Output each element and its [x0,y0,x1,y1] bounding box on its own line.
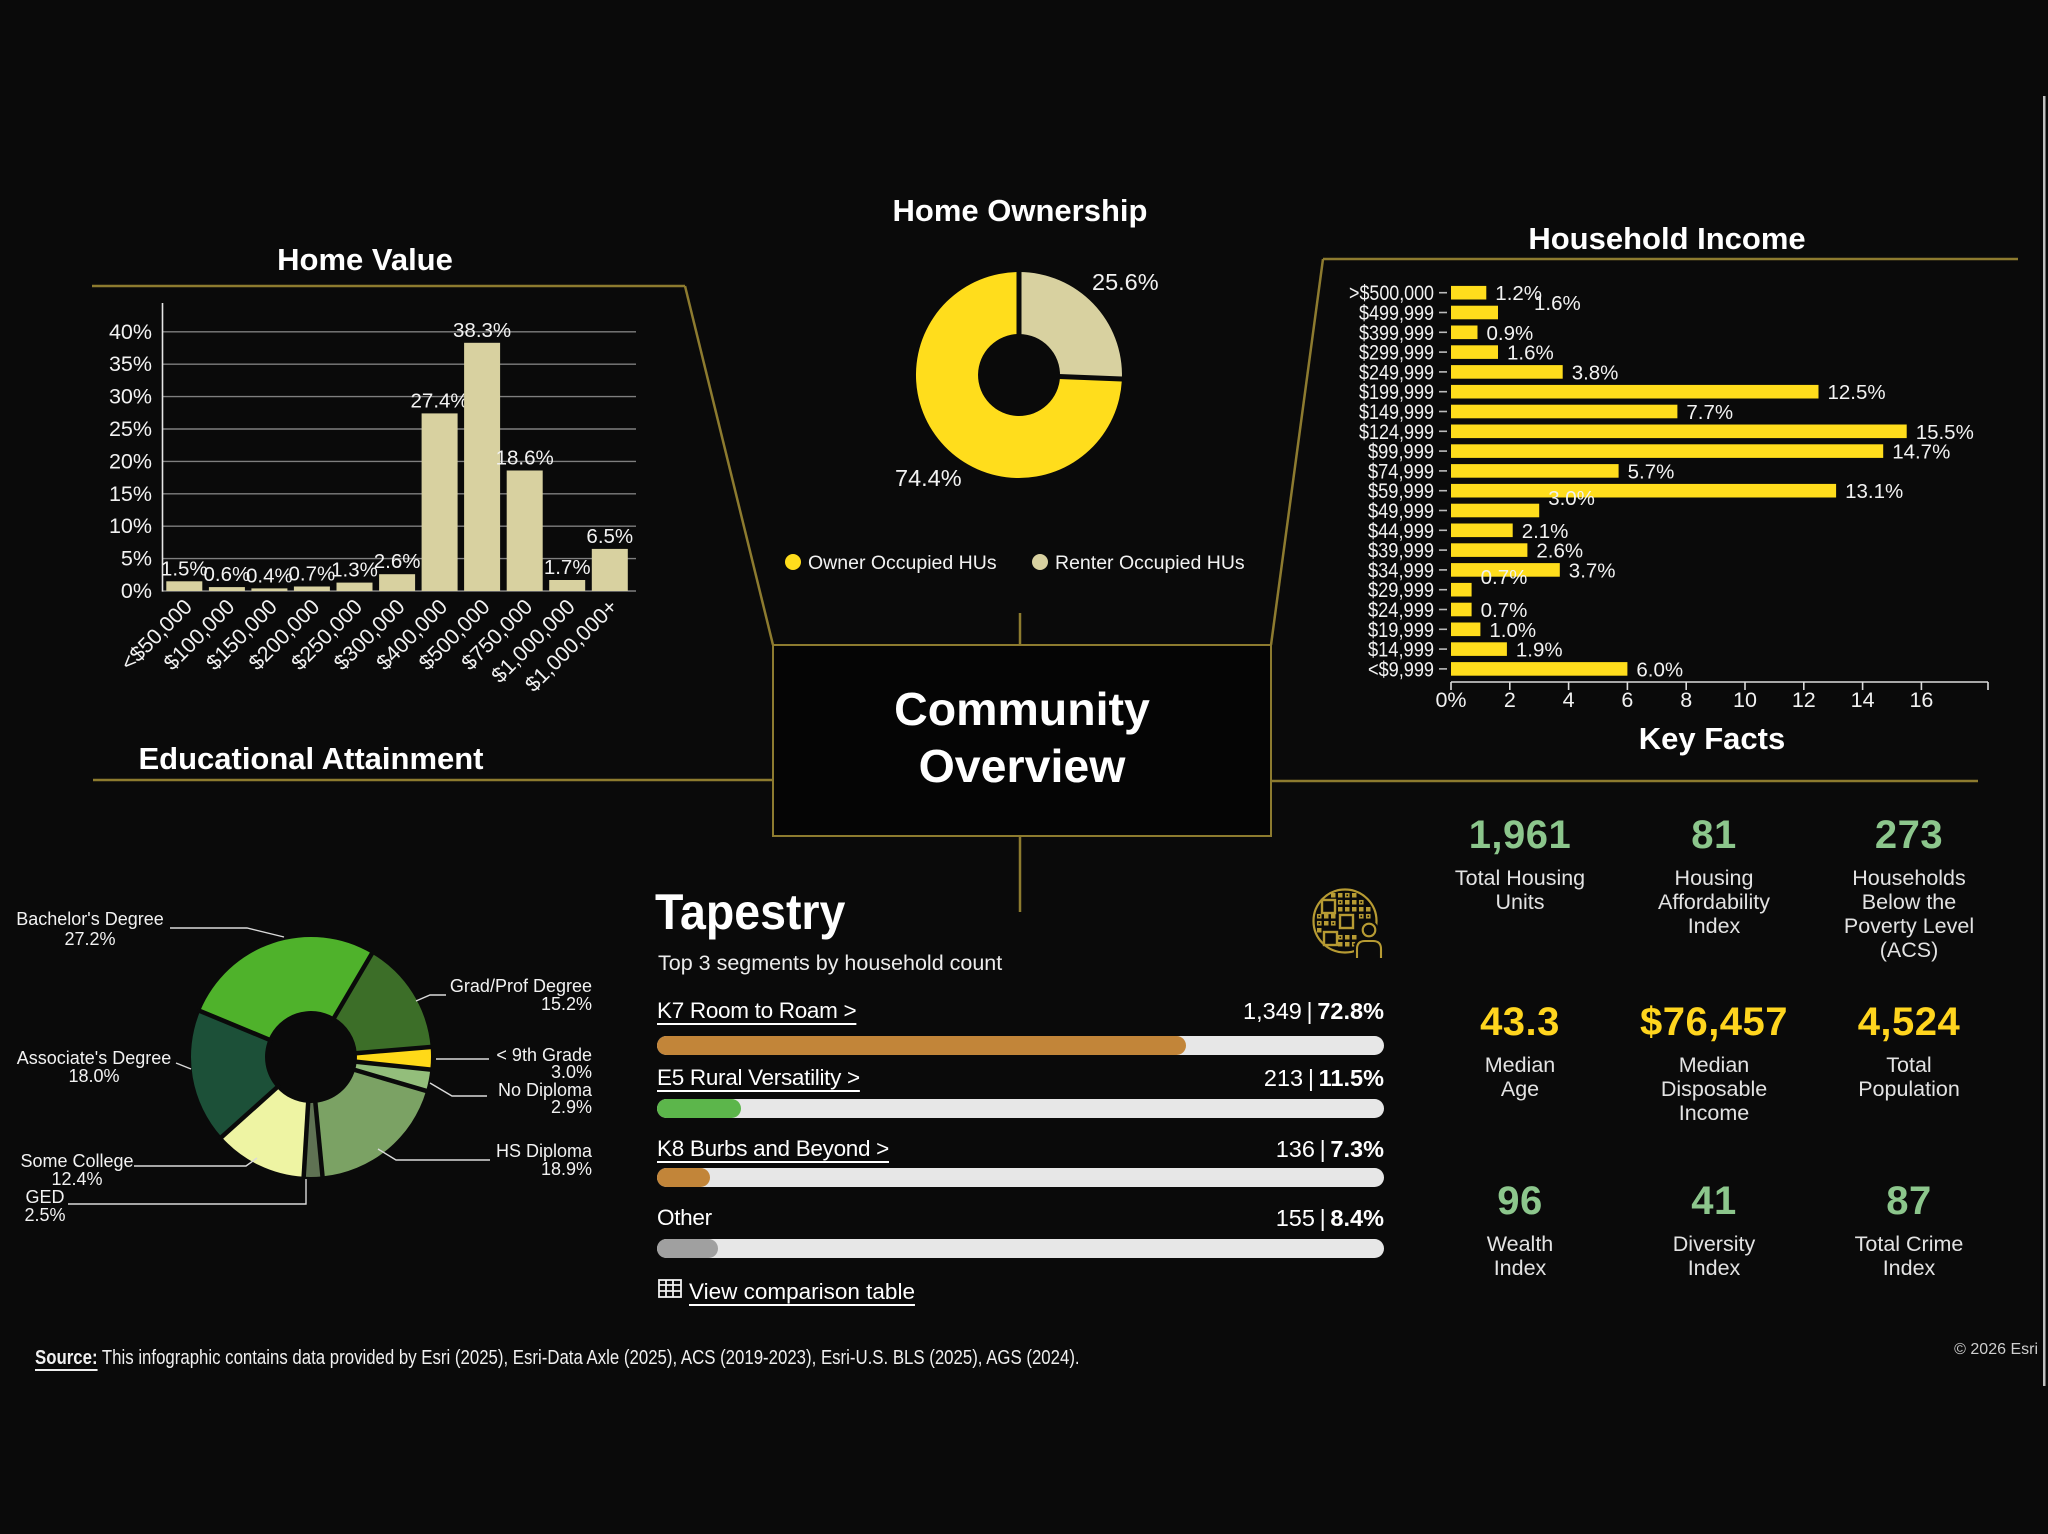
svg-text:10%: 10% [109,514,152,538]
svg-text:12: 12 [1792,688,1816,712]
svg-text:Bachelor's Degree: Bachelor's Degree [16,909,164,929]
svg-text:HS Diploma: HS Diploma [496,1141,593,1161]
svg-text:$49,999: $49,999 [1368,499,1434,523]
svg-text:$74,999: $74,999 [1368,459,1434,483]
svg-text:15.5%: 15.5% [1916,421,1974,444]
svg-text:14: 14 [1851,688,1875,712]
svg-text:5%: 5% [121,547,152,571]
svg-text:1.0%: 1.0% [1489,619,1536,642]
svg-text:18.6%: 18.6% [496,447,554,470]
svg-text:Owner Occupied HUs: Owner Occupied HUs [808,552,997,574]
svg-text:25%: 25% [109,417,152,441]
svg-text:4: 4 [1563,688,1575,712]
svg-text:12.4%: 12.4% [51,1169,102,1189]
svg-text:3.8%: 3.8% [1572,361,1619,384]
svg-text:18.0%: 18.0% [68,1066,119,1086]
svg-text:3.7%: 3.7% [1569,559,1616,582]
svg-text:Grad/Prof Degree: Grad/Prof Degree [450,976,592,996]
svg-text:2.1%: 2.1% [1522,520,1569,543]
svg-text:Associate's Degree: Associate's Degree [17,1048,172,1068]
svg-text:<$9,999: <$9,999 [1368,657,1434,681]
svg-text:$59,999: $59,999 [1368,479,1434,503]
svg-text:$399,999: $399,999 [1359,321,1434,345]
svg-text:15.2%: 15.2% [541,994,592,1014]
svg-text:1.6%: 1.6% [1534,292,1581,315]
svg-text:27.4%: 27.4% [411,389,469,412]
svg-text:40%: 40% [109,320,152,344]
svg-text:0.4%: 0.4% [246,564,293,587]
svg-text:Some College: Some College [20,1151,133,1171]
svg-text:$149,999: $149,999 [1359,400,1434,424]
svg-text:2.9%: 2.9% [551,1097,592,1117]
svg-text:$99,999: $99,999 [1368,440,1434,464]
svg-text:No Diploma: No Diploma [498,1080,593,1100]
svg-text:1.7%: 1.7% [544,556,591,579]
svg-text:GED: GED [25,1187,64,1207]
svg-text:12.5%: 12.5% [1828,381,1886,404]
svg-text:15%: 15% [109,482,152,506]
svg-text:7.7%: 7.7% [1686,401,1733,424]
svg-text:2.6%: 2.6% [374,550,421,573]
svg-text:35%: 35% [109,352,152,376]
svg-text:0.9%: 0.9% [1487,322,1534,345]
svg-text:14.7%: 14.7% [1892,441,1950,464]
svg-text:$19,999: $19,999 [1368,618,1434,642]
svg-text:$44,999: $44,999 [1368,519,1434,543]
svg-text:8: 8 [1680,688,1692,712]
svg-text:0%: 0% [121,579,152,603]
svg-text:$24,999: $24,999 [1368,598,1434,622]
svg-text:3.0%: 3.0% [551,1062,592,1082]
svg-text:1.6%: 1.6% [1507,342,1554,365]
svg-text:6.0%: 6.0% [1636,658,1683,681]
svg-text:0.7%: 0.7% [289,563,336,586]
svg-text:30%: 30% [109,385,152,409]
svg-text:0.7%: 0.7% [1481,566,1528,589]
svg-text:$34,999: $34,999 [1368,558,1434,582]
svg-text:74.4%: 74.4% [895,465,962,491]
svg-text:$199,999: $199,999 [1359,380,1434,404]
svg-text:27.2%: 27.2% [64,929,115,949]
svg-text:$499,999: $499,999 [1359,301,1434,325]
svg-text:2.5%: 2.5% [24,1205,65,1225]
svg-text:2.6%: 2.6% [1536,540,1583,563]
svg-text:$29,999: $29,999 [1368,578,1434,602]
svg-text:5.7%: 5.7% [1628,460,1675,483]
svg-text:13.1%: 13.1% [1845,480,1903,503]
svg-text:16: 16 [1909,688,1933,712]
svg-text:3.0%: 3.0% [1548,487,1595,510]
svg-text:$14,999: $14,999 [1368,638,1434,662]
svg-text:1.9%: 1.9% [1516,639,1563,662]
svg-text:2: 2 [1504,688,1516,712]
svg-text:0.6%: 0.6% [204,563,251,586]
svg-text:< 9th Grade: < 9th Grade [496,1045,592,1065]
svg-text:25.6%: 25.6% [1092,269,1159,295]
svg-text:6.5%: 6.5% [586,525,633,548]
svg-text:1.3%: 1.3% [331,559,378,582]
svg-text:Renter Occupied HUs: Renter Occupied HUs [1055,552,1245,574]
svg-text:$39,999: $39,999 [1368,539,1434,563]
svg-text:38.3%: 38.3% [453,319,511,342]
svg-text:0.7%: 0.7% [1481,599,1528,622]
svg-text:$124,999: $124,999 [1359,420,1434,444]
svg-text:$249,999: $249,999 [1359,360,1434,384]
svg-text:0%: 0% [1435,688,1466,712]
svg-text:10: 10 [1733,688,1757,712]
svg-text:1.5%: 1.5% [161,557,208,580]
svg-text:20%: 20% [109,449,152,473]
svg-text:>$500,000: >$500,000 [1349,281,1434,305]
svg-text:18.9%: 18.9% [541,1159,592,1179]
svg-text:6: 6 [1621,688,1633,712]
svg-text:1.2%: 1.2% [1495,282,1542,305]
svg-text:$299,999: $299,999 [1359,341,1434,365]
